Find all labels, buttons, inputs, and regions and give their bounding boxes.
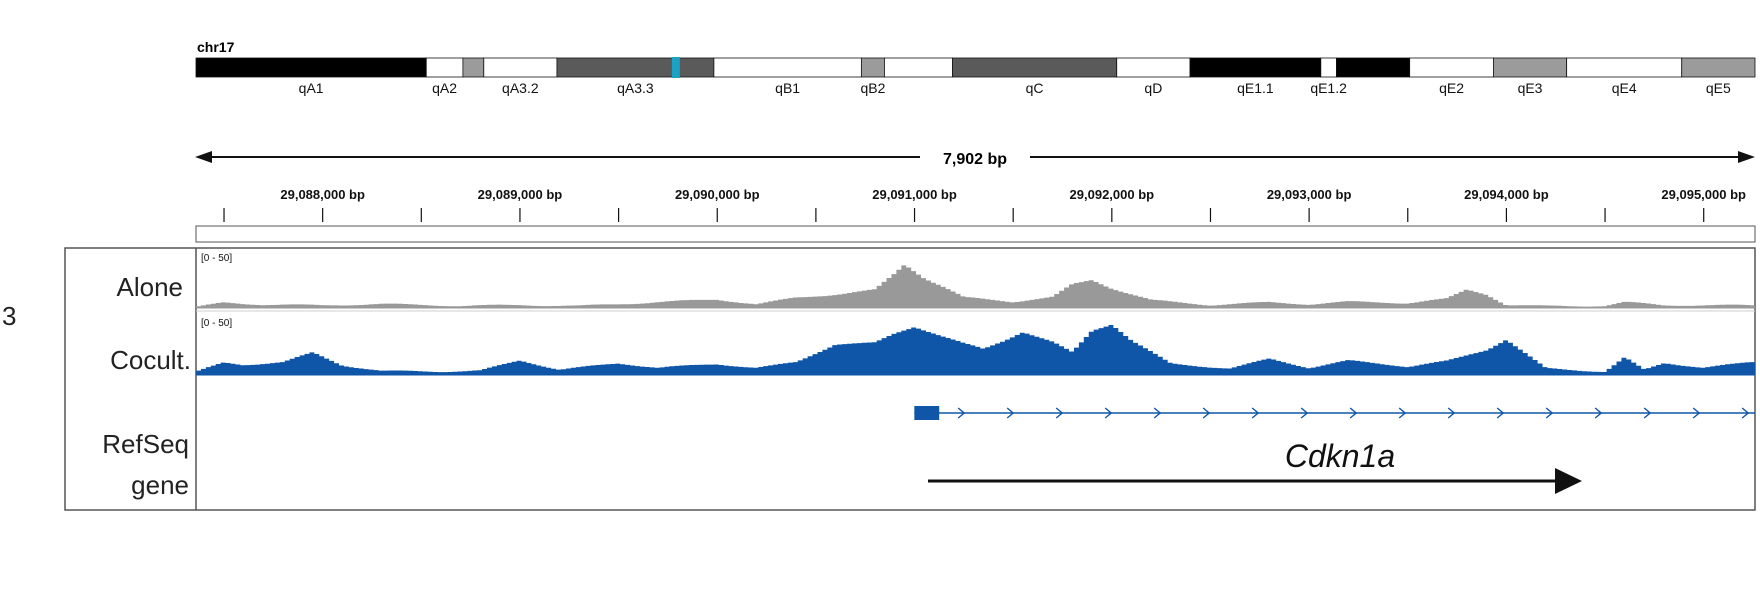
strand-chevron [1741, 407, 1750, 419]
data-range-cocult: [0 - 50] [201, 318, 232, 329]
cytoband[interactable] [1492, 57, 1568, 78]
current-view-marker [671, 57, 680, 78]
ruler-tick-label: 29,094,000 bp [1464, 187, 1549, 202]
cytoband[interactable] [1320, 57, 1337, 78]
ruler-tick-label: 29,090,000 bp [675, 187, 760, 202]
cytoband-label: qC [1026, 80, 1044, 96]
track-name-refseq-line2[interactable]: gene [131, 470, 189, 500]
coverage-area [196, 265, 1755, 308]
refseq-gene-track[interactable] [914, 406, 1755, 420]
cytoband[interactable] [884, 57, 953, 78]
cytoband[interactable] [425, 57, 464, 78]
cytoband-label: qA3.2 [502, 80, 539, 96]
cytoband-label: qE5 [1706, 80, 1731, 96]
ruler-tick-label: 29,091,000 bp [872, 187, 957, 202]
gene-direction-arrow-head [1555, 468, 1582, 494]
locus-scrollbar[interactable] [195, 225, 1756, 243]
cytoband[interactable] [556, 57, 715, 78]
strand-chevron [1496, 407, 1505, 419]
strand-chevron [1055, 407, 1064, 419]
strand-chevron [1104, 407, 1113, 419]
cytoband[interactable] [952, 57, 1118, 78]
cytoband[interactable] [195, 57, 427, 78]
chromosome-ideogram[interactable]: qA1 qA2 qA3.2 qA3.3 qB1 qB2 qC qD qE1.1 qE1.2 qE2 q… [195, 57, 1756, 96]
cytoband-label: qA3.3 [617, 80, 654, 96]
gene-name-label: Cdkn1a [1285, 438, 1395, 474]
track-name-refseq-line1[interactable]: RefSeq [102, 429, 189, 459]
ruler-tick-label: 29,089,000 bp [478, 187, 563, 202]
strand-chevron [1349, 407, 1358, 419]
track-name-cocult[interactable]: Cocult. [110, 345, 191, 375]
gene-exon[interactable] [914, 406, 940, 420]
cytoband[interactable] [1566, 57, 1683, 78]
ruler-ticks: 29,088,000 bp 29,089,000 bp 29,090,000 bp 2… [223, 187, 1746, 222]
cytoband[interactable] [860, 57, 885, 78]
strand-chevron [1153, 407, 1162, 419]
cytoband-label: qA2 [432, 80, 457, 96]
strand-chevron [1251, 407, 1260, 419]
ruler-tick-label: 29,095,000 bp [1661, 187, 1746, 202]
strand-chevron [1300, 407, 1309, 419]
ruler-tick-label: 29,093,000 bp [1267, 187, 1352, 202]
ruler-tick-label: 29,088,000 bp [280, 187, 365, 202]
cytoband[interactable] [462, 57, 485, 78]
cytoband-label: qE1.2 [1310, 80, 1347, 96]
strand-chevron [1594, 407, 1603, 419]
cytoband-label: qE2 [1439, 80, 1464, 96]
bp-ruler: 7,902 bp 29,088,000 bp 29,089,000 bp 29,09… [195, 151, 1756, 243]
data-range-alone: [0 - 50] [201, 253, 232, 264]
cytoband[interactable] [1409, 57, 1494, 78]
panel-letter: 3 [2, 301, 16, 331]
ruler-tick-label: 29,092,000 bp [1070, 187, 1155, 202]
strand-chevron [1202, 407, 1211, 419]
strand-chevron [1398, 407, 1407, 419]
strand-chevron [957, 407, 966, 419]
track-panel-frame [64, 247, 1756, 511]
cytoband-label: qE4 [1612, 80, 1637, 96]
strand-chevron [1006, 407, 1015, 419]
span-arrow-right-head [1738, 151, 1755, 163]
cytoband[interactable] [1681, 57, 1756, 78]
strand-chevron [1545, 407, 1554, 419]
span-label: 7,902 bp [943, 151, 1007, 168]
coverage-track-cocult[interactable] [196, 324, 1755, 376]
cytoband-label: qB1 [775, 80, 800, 96]
cytoband-label: qD [1144, 80, 1162, 96]
cytoband-label: qE1.1 [1237, 80, 1274, 96]
cytoband[interactable] [713, 57, 862, 78]
coverage-track-alone[interactable] [196, 265, 1755, 309]
track-name-alone[interactable]: Alone [117, 272, 184, 302]
cytoband-label: qE3 [1518, 80, 1543, 96]
strand-chevron [1447, 407, 1456, 419]
cytoband[interactable] [1116, 57, 1191, 78]
chromosome-name: chr17 [197, 39, 235, 55]
cytoband[interactable] [1189, 57, 1322, 78]
strand-chevron [1643, 407, 1652, 419]
cytoband[interactable] [483, 57, 558, 78]
cytoband-label: qA1 [299, 80, 324, 96]
coverage-area [196, 324, 1755, 375]
span-arrow-left-head [195, 151, 212, 163]
cytoband-label: qB2 [860, 80, 885, 96]
cytoband[interactable] [1336, 57, 1411, 78]
strand-chevron [1692, 407, 1701, 419]
